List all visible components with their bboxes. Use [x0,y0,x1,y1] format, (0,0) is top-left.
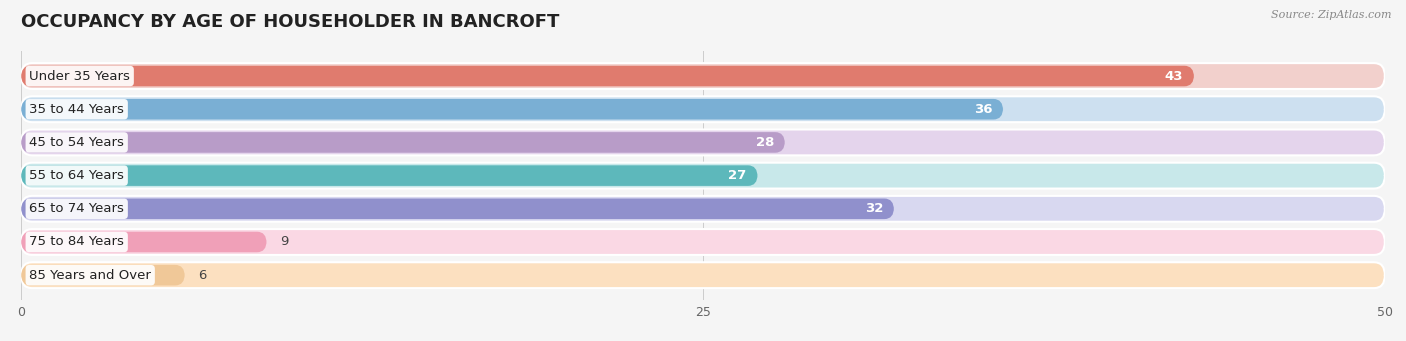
FancyBboxPatch shape [21,198,894,219]
FancyBboxPatch shape [21,265,184,285]
FancyBboxPatch shape [21,229,1385,255]
FancyBboxPatch shape [21,262,1385,288]
Text: Under 35 Years: Under 35 Years [30,70,131,83]
Text: 43: 43 [1164,70,1182,83]
FancyBboxPatch shape [21,196,1385,222]
Text: 85 Years and Over: 85 Years and Over [30,269,152,282]
FancyBboxPatch shape [21,163,1385,189]
Text: OCCUPANCY BY AGE OF HOUSEHOLDER IN BANCROFT: OCCUPANCY BY AGE OF HOUSEHOLDER IN BANCR… [21,13,560,31]
FancyBboxPatch shape [21,99,1002,120]
Text: 55 to 64 Years: 55 to 64 Years [30,169,124,182]
Text: 28: 28 [755,136,773,149]
Text: 32: 32 [865,202,883,215]
Text: 65 to 74 Years: 65 to 74 Years [30,202,124,215]
Text: 45 to 54 Years: 45 to 54 Years [30,136,124,149]
FancyBboxPatch shape [21,96,1385,122]
FancyBboxPatch shape [21,63,1385,89]
Text: 35 to 44 Years: 35 to 44 Years [30,103,124,116]
Text: 6: 6 [198,269,207,282]
FancyBboxPatch shape [21,130,1385,155]
Text: 27: 27 [728,169,747,182]
FancyBboxPatch shape [21,232,267,252]
Text: 36: 36 [973,103,993,116]
FancyBboxPatch shape [21,132,785,153]
FancyBboxPatch shape [21,165,758,186]
Text: Source: ZipAtlas.com: Source: ZipAtlas.com [1271,10,1392,20]
Text: 75 to 84 Years: 75 to 84 Years [30,236,124,249]
Text: 9: 9 [280,236,288,249]
FancyBboxPatch shape [21,66,1194,86]
